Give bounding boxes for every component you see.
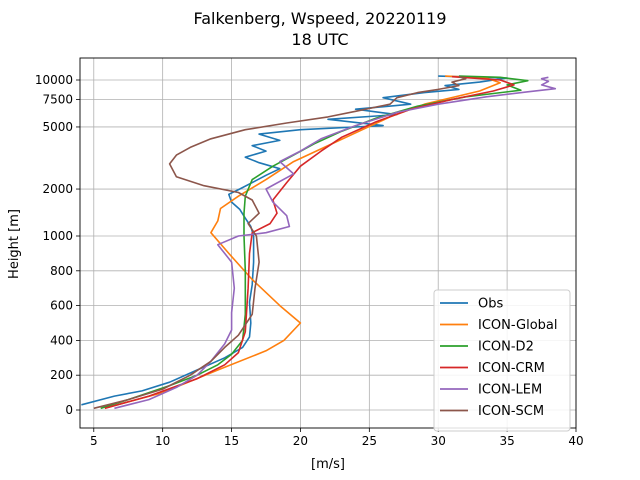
series-line-icon-d2 <box>100 75 529 410</box>
y-tick-label: 400 <box>50 333 73 347</box>
series-line-icon-scm <box>93 75 467 410</box>
chart-title-line1: Falkenberg, Wspeed, 20220119 <box>193 9 446 28</box>
legend-label: ICON-LEM <box>478 383 542 398</box>
x-tick-label: 5 <box>90 434 98 448</box>
x-tick-label: 30 <box>431 434 446 448</box>
x-tick-label: 15 <box>224 434 239 448</box>
y-tick-label: 10000 <box>35 73 73 87</box>
y-tick-label: 1000 <box>42 229 73 243</box>
legend-label: ICON-SCM <box>478 404 544 419</box>
y-tick-label: 0 <box>65 403 73 417</box>
x-tick-label: 10 <box>155 434 170 448</box>
axes-frame <box>79 57 577 429</box>
legend-label: ICON-D2 <box>478 340 534 355</box>
legend-label: ICON-Global <box>478 318 558 333</box>
legend-label: ICON-CRM <box>478 361 545 376</box>
series-line-icon-crm <box>104 75 515 410</box>
legend: Obs ICON-Global ICON-D2 ICON-CRM ICON-LEM ICO… <box>433 289 571 432</box>
y-tick-label: 5000 <box>42 120 73 134</box>
y-axis-label: Height [m] <box>7 209 22 279</box>
chart-title-line2: 18 UTC <box>291 30 348 49</box>
x-tick-label: 20 <box>293 434 308 448</box>
y-tick-label: 600 <box>50 299 73 313</box>
legend-label: Obs <box>478 297 503 312</box>
x-tick-label: 25 <box>362 434 377 448</box>
series-line-icon-global <box>107 75 501 409</box>
x-tick-label: 40 <box>568 434 583 448</box>
y-tick-label: 2000 <box>42 182 73 196</box>
x-axis-label: [m/s] <box>311 457 345 472</box>
y-tick-label: 200 <box>50 368 73 382</box>
x-tick-label: 35 <box>499 434 514 448</box>
series-line-icon-lem <box>114 76 557 410</box>
y-tick-label: 800 <box>50 264 73 278</box>
y-tick-label: 7500 <box>42 92 73 106</box>
series-line-obs <box>81 75 508 406</box>
